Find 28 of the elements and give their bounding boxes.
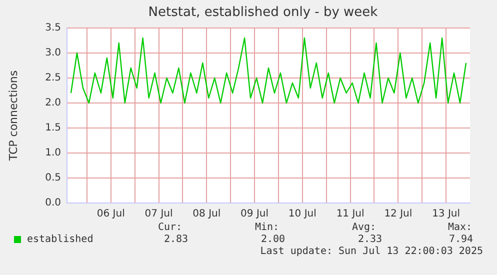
text: 2.00 <box>261 234 286 246</box>
legend-label: established <box>27 234 94 245</box>
y-tick-label: 1.0 <box>45 148 61 159</box>
text: Last update: Sun Jul 13 22:00:03 2025 <box>260 246 483 258</box>
x-tick-label: 12 Jul <box>384 208 412 220</box>
text: Max: <box>448 222 472 234</box>
y-tick-label: 0.0 <box>45 198 61 209</box>
y-axis-title: TCP connections <box>6 70 20 162</box>
y-tick-label: 3.0 <box>45 48 61 59</box>
x-tick-label: 08 Jul <box>192 208 221 220</box>
text: 7.94 <box>449 234 474 246</box>
x-tick-label: 07 Jul <box>144 208 173 220</box>
x-tick-label: 06 Jul <box>96 208 125 220</box>
text: Min: <box>255 222 280 234</box>
text: 2.83 <box>164 234 188 246</box>
y-tick-label: 1.5 <box>45 122 61 134</box>
y-tick-label: 3.5 <box>45 22 61 34</box>
x-tick-label: 09 Jul <box>240 208 269 220</box>
x-tick-label: 11 Jul <box>336 208 364 220</box>
text: Cur: <box>158 222 182 234</box>
x-tick-label: 13 Jul <box>432 208 460 220</box>
y-tick-label: 0.5 <box>45 172 61 184</box>
chart-title: Netstat, established only - by week <box>148 4 378 20</box>
x-tick-label: 10 Jul <box>288 208 316 220</box>
text: 2.33 <box>358 234 382 246</box>
text: Avg: <box>352 222 376 234</box>
y-tick-label: 2.0 <box>45 98 61 109</box>
y-tick-label: 2.5 <box>45 72 61 84</box>
